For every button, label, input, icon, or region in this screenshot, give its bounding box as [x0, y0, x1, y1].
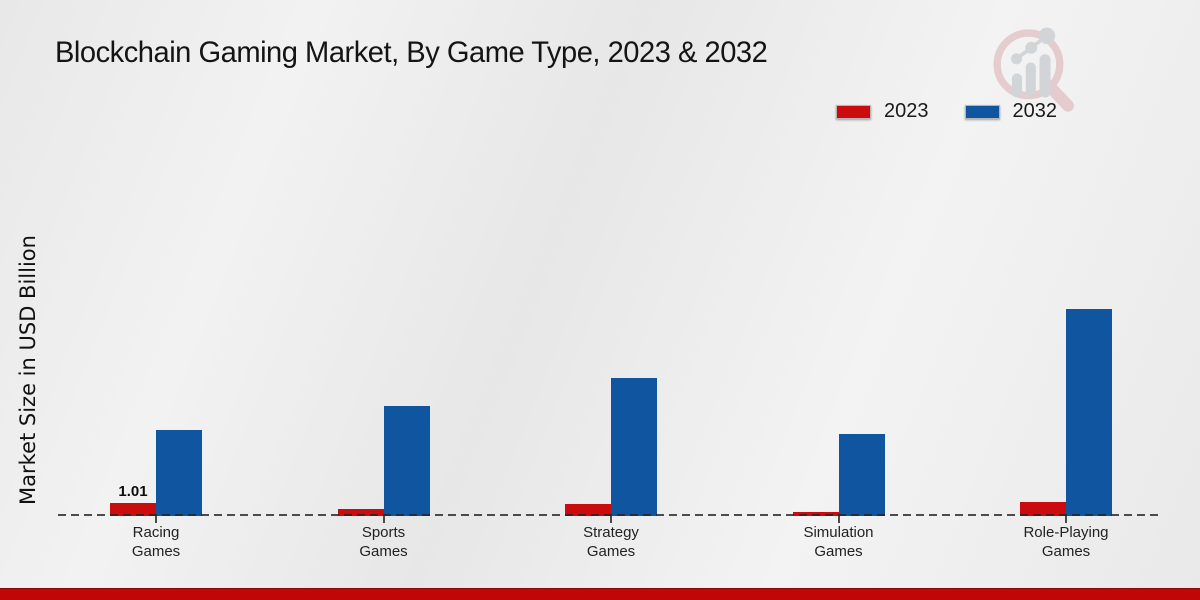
bar-2032-role-playing-games [1066, 309, 1112, 516]
bar-2023-racing-games [110, 503, 156, 516]
x-axis-tick-strategy-games [610, 516, 612, 523]
zero-baseline [58, 514, 1158, 516]
category-label-simulation-games: Simulation Games [749, 524, 929, 562]
bar-2032-simulation-games [838, 434, 885, 516]
bar-value-label-2023: 1.01 [118, 483, 148, 500]
category-label-line: Role-Playing [1023, 524, 1109, 541]
category-label-line: Games [131, 542, 181, 560]
legend-swatch-2032 [964, 104, 1000, 119]
category-label-line: Sports [361, 524, 406, 541]
category-label-line: Games [814, 542, 863, 560]
category-label-line: Strategy [583, 524, 639, 541]
category-label-line: Games [1041, 542, 1091, 560]
category-label-line: Games [359, 542, 408, 560]
category-label-role-playing-games: Role-Playing Games [976, 524, 1156, 562]
bar-2023-strategy-games [565, 504, 611, 516]
magnifier-growth-chart-logo [993, 27, 1075, 112]
footer-accent-bar [0, 588, 1200, 600]
legend-label-2032: 2032 [1012, 100, 1058, 122]
category-label-line: Simulation [803, 524, 874, 541]
x-axis-tick-role-playing-games [1065, 516, 1067, 523]
x-axis-tick-simulation-games [837, 516, 840, 523]
bar-2032-strategy-games [611, 378, 657, 516]
category-label-strategy-games: Strategy Games [521, 524, 701, 562]
category-label-sports-games: Sports Games [294, 524, 474, 562]
chart-title: Blockchain Gaming Market, By Game Type, … [55, 36, 768, 69]
x-axis-tick-sports-games [382, 516, 385, 523]
legend-item-2023: 2023 [836, 100, 929, 123]
legend-swatch-2023 [836, 104, 871, 119]
category-label-racing-games: Racing Games [66, 524, 246, 562]
legend-label-2023: 2023 [884, 100, 929, 122]
bar-2023-role-playing-games [1020, 502, 1066, 516]
category-label-line: Games [586, 542, 636, 560]
category-label-line: Racing [132, 524, 180, 541]
x-axis-tick-racing-games [155, 516, 157, 523]
legend: 2023 2032 [836, 100, 1057, 123]
bar-2023-sports-games [337, 509, 384, 516]
legend-item-2032: 2032 [964, 100, 1058, 123]
bar-2032-racing-games [156, 430, 202, 516]
bar-2032-sports-games [383, 406, 430, 516]
